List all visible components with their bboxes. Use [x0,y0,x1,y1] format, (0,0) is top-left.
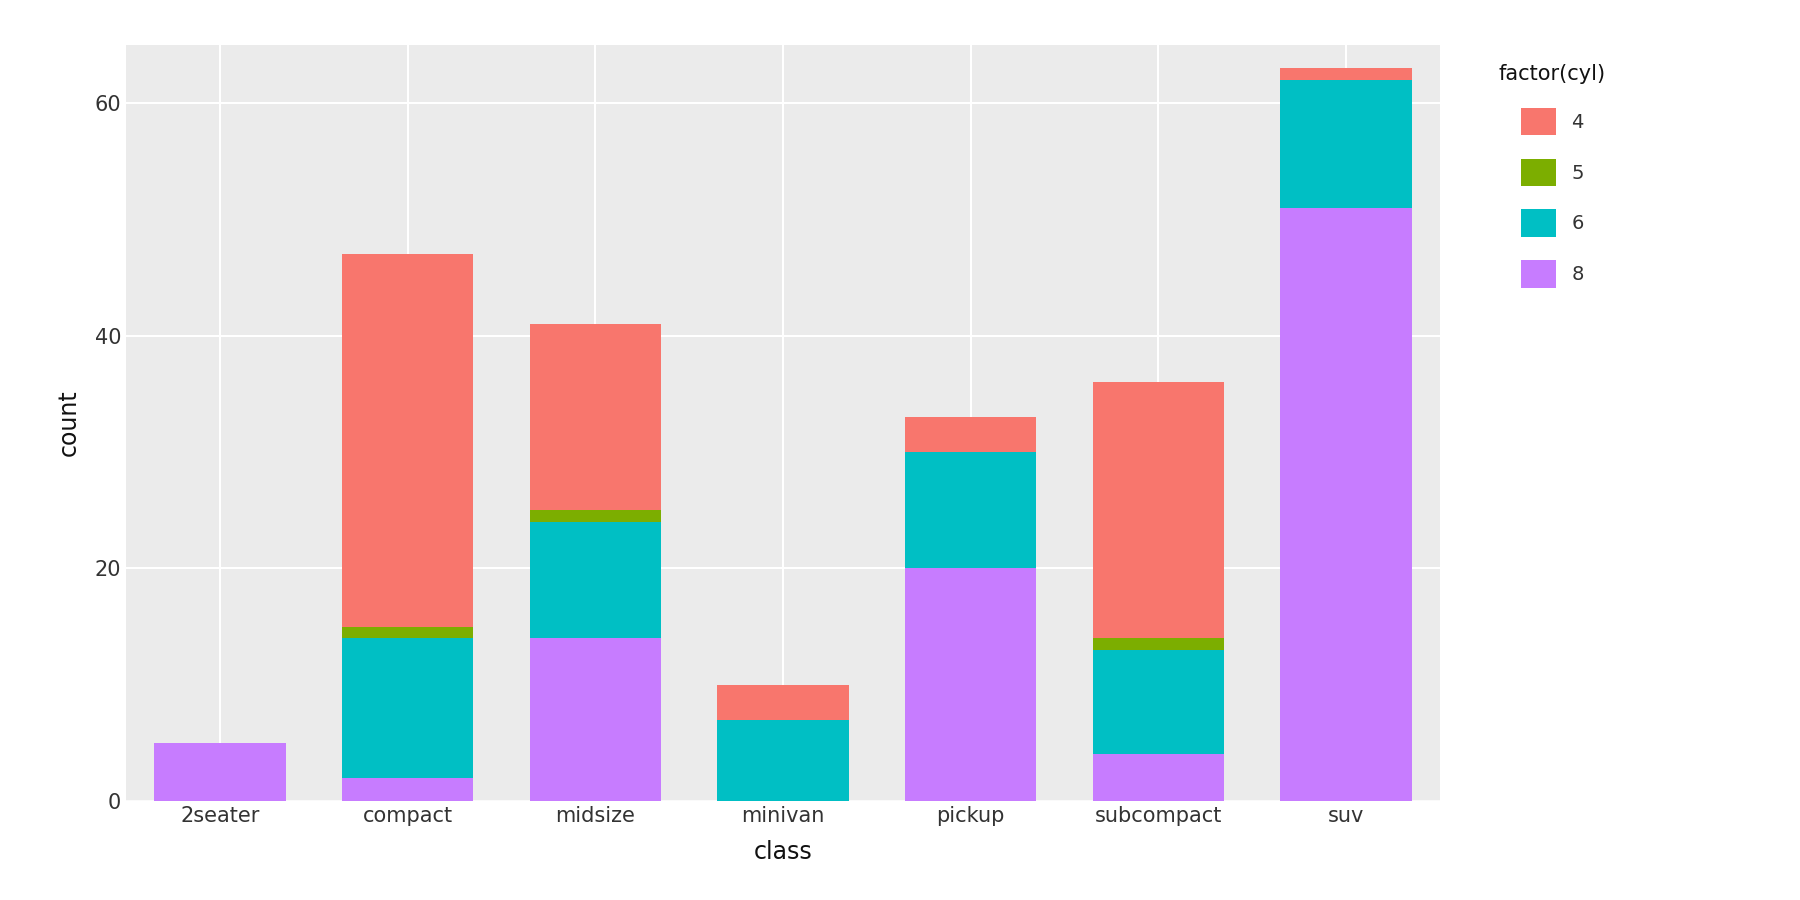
Bar [529,522,661,638]
Bar [905,569,1037,801]
Bar [1280,208,1411,801]
Y-axis label: count: count [56,390,81,456]
Bar [342,255,473,626]
Bar [342,626,473,638]
Bar [342,638,473,778]
Bar [1093,650,1224,754]
Bar [716,720,850,801]
Legend: 4, 5, 6, 8: 4, 5, 6, 8 [1489,55,1616,298]
Bar [529,324,661,510]
Bar [529,638,661,801]
Bar [155,742,286,801]
Bar [1093,382,1224,638]
Bar [1280,68,1411,80]
X-axis label: class: class [754,840,812,864]
Bar [716,685,850,720]
Bar [1280,80,1411,208]
Bar [529,510,661,522]
Bar [1093,638,1224,650]
Bar [342,778,473,801]
Bar [905,418,1037,452]
Bar [905,452,1037,569]
Bar [1093,754,1224,801]
